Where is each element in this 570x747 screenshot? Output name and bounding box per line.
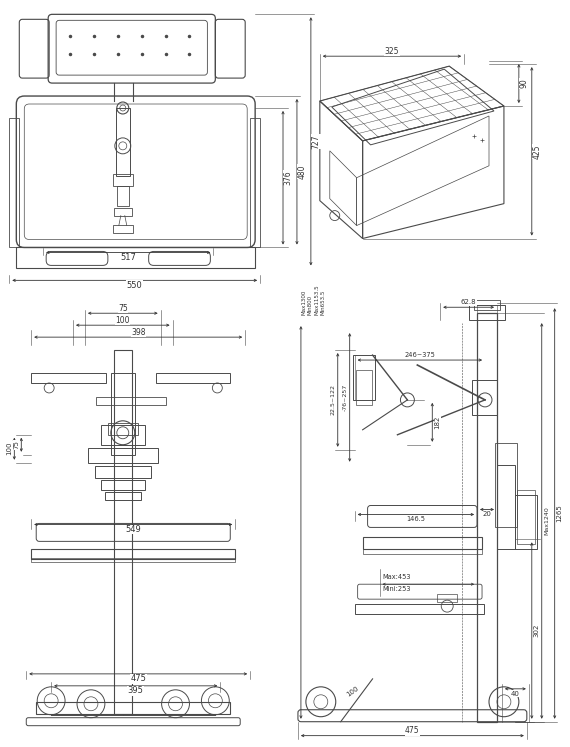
Bar (36, 701, 230, 713)
Text: 22.5~122: 22.5~122 (330, 385, 335, 415)
Text: 517: 517 (120, 253, 136, 262)
Bar (95, 465, 150, 477)
Text: 1265: 1265 (557, 505, 563, 522)
Bar (111, 373, 135, 455)
Text: 302: 302 (534, 624, 540, 637)
Bar (105, 492, 141, 500)
Text: 20: 20 (483, 512, 491, 518)
Text: 100: 100 (6, 442, 13, 456)
Bar (495, 443, 517, 527)
Bar (469, 306, 505, 320)
Bar (31, 549, 235, 560)
Text: Mini:253: Mini:253 (382, 586, 411, 592)
Text: 550: 550 (127, 281, 142, 290)
Text: 480: 480 (298, 164, 307, 179)
Bar (250, 118, 260, 247)
Bar (116, 108, 130, 176)
Text: Min653.5: Min653.5 (321, 290, 326, 315)
Bar (114, 208, 132, 216)
Bar (117, 186, 129, 205)
Bar (472, 380, 497, 415)
Bar (437, 594, 457, 602)
Bar (31, 373, 106, 383)
Text: 62.8: 62.8 (461, 300, 477, 306)
Text: 395: 395 (128, 686, 144, 695)
Bar (113, 174, 133, 186)
Text: 100: 100 (345, 686, 360, 698)
Text: 475: 475 (405, 726, 420, 735)
Text: Max1240: Max1240 (544, 506, 549, 536)
Bar (31, 558, 235, 562)
Bar (17, 247, 255, 268)
Bar (101, 480, 145, 489)
Bar (353, 355, 374, 400)
Bar (355, 604, 484, 614)
Bar (88, 447, 158, 462)
Bar (474, 300, 500, 310)
Bar (517, 489, 535, 545)
Bar (9, 118, 19, 247)
Text: 246~375: 246~375 (404, 352, 435, 358)
Bar (114, 350, 132, 713)
Text: Max:453: Max:453 (382, 574, 411, 580)
Text: 549: 549 (125, 525, 141, 534)
Text: 376: 376 (283, 170, 292, 185)
Text: 425: 425 (532, 144, 541, 158)
Text: Min800: Min800 (308, 295, 313, 315)
Bar (363, 537, 482, 549)
Text: -76~257: -76~257 (342, 384, 347, 411)
Text: 40: 40 (511, 691, 520, 697)
Text: Max1300: Max1300 (302, 290, 307, 315)
Bar (363, 549, 482, 554)
Bar (477, 313, 497, 722)
Bar (515, 495, 537, 549)
Text: Max1153.5: Max1153.5 (315, 285, 320, 315)
Text: 75: 75 (13, 440, 19, 449)
Text: 727: 727 (311, 134, 320, 149)
Text: 75: 75 (118, 304, 128, 313)
Text: 182: 182 (434, 415, 440, 429)
Text: 100: 100 (116, 316, 130, 325)
Bar (497, 465, 515, 549)
Bar (108, 423, 138, 435)
Bar (356, 370, 372, 405)
Text: 325: 325 (385, 47, 399, 56)
Bar (156, 373, 230, 383)
Text: 398: 398 (131, 328, 145, 337)
Bar (96, 397, 165, 405)
Text: 475: 475 (131, 675, 146, 684)
Text: 146.5: 146.5 (406, 516, 425, 522)
Bar (101, 425, 145, 444)
Text: 90: 90 (519, 78, 528, 88)
Bar (113, 225, 133, 232)
